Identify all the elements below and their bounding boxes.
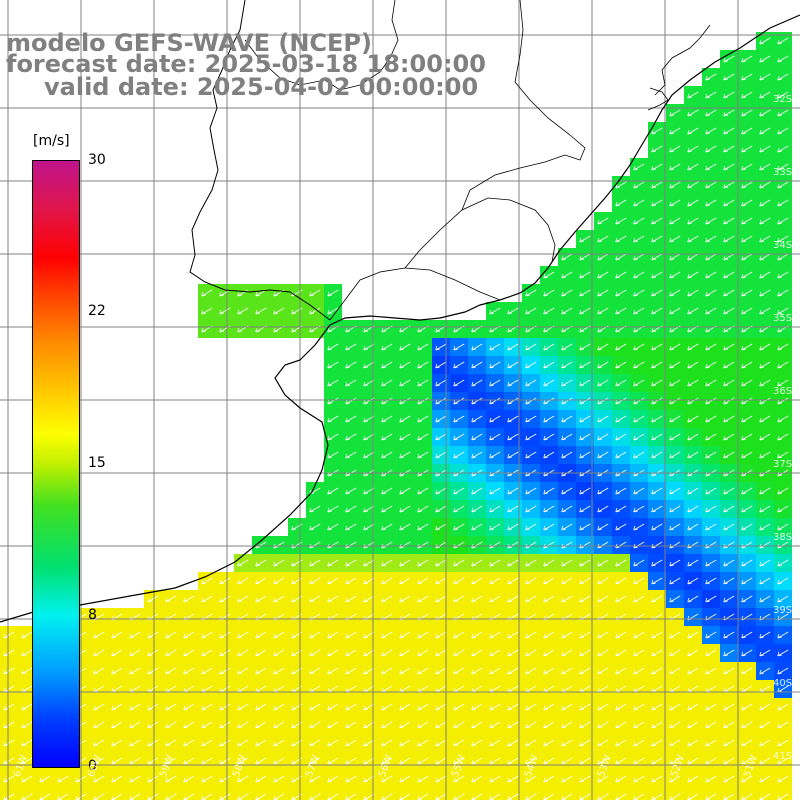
colorbar-unit: [m/s] — [33, 133, 70, 149]
lat-label: 38S — [773, 532, 793, 543]
lat-label: 34S — [773, 240, 793, 251]
colorbar-tick-0: 0 — [88, 758, 97, 774]
forecast-date: forecast date: 2025-03-18 18:00:00 — [6, 50, 486, 78]
valid-date: valid date: 2025-04-02 00:00:00 — [44, 73, 479, 101]
lat-label: 41S — [773, 751, 793, 762]
colorbar-tick-8: 8 — [88, 607, 97, 623]
model-title: modelo GEFS-WAVE (NCEP) — [6, 29, 372, 57]
border-line — [244, 0, 586, 321]
river-plate-shore — [189, 0, 331, 321]
colorbar-tick-22: 22 — [88, 303, 106, 319]
lat-label: 39S — [773, 605, 793, 616]
lat-label: 36S — [773, 386, 793, 397]
colorbar-tick-15: 15 — [88, 455, 106, 471]
coastline — [0, 14, 800, 623]
lat-label: 35S — [773, 313, 793, 324]
colorbar-tick-30: 30 — [88, 152, 106, 168]
lat-label: 40S — [773, 678, 793, 689]
lat-label: 32S — [773, 94, 793, 105]
colorbar — [32, 160, 80, 768]
lagoon-shore — [647, 24, 711, 111]
lat-label: 37S — [773, 459, 793, 470]
lat-label: 33S — [773, 167, 793, 178]
